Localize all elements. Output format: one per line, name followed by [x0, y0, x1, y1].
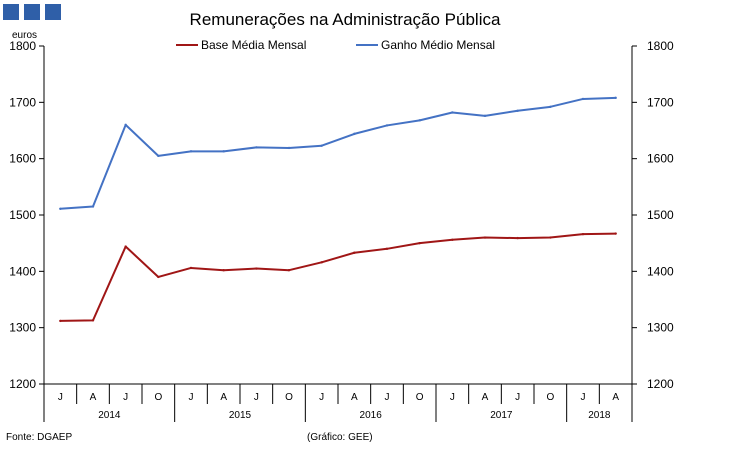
series-point-1	[287, 146, 291, 150]
year-label: 2018	[588, 410, 611, 421]
series-point-0	[353, 251, 356, 254]
series-point-1	[320, 144, 323, 147]
x-category-label: A	[612, 392, 619, 403]
left-y-tick-label: 1300	[9, 321, 36, 335]
series-point-1	[451, 111, 454, 114]
x-category-label: O	[546, 392, 554, 403]
year-label: 2015	[229, 410, 252, 421]
x-category-label: J	[123, 392, 128, 403]
series-point-0	[418, 241, 421, 245]
x-category-label: J	[319, 392, 324, 403]
series-point-1	[124, 123, 127, 127]
logo-icon	[3, 4, 61, 20]
series-point-0	[483, 236, 487, 239]
series-point-1	[418, 119, 421, 122]
series-point-0	[59, 319, 62, 323]
year-label: 2017	[490, 410, 513, 421]
series-point-1	[189, 150, 193, 153]
series-point-1	[353, 132, 356, 136]
series-point-0	[549, 236, 552, 239]
x-category-label: A	[482, 392, 489, 403]
left-y-tick-label: 1700	[9, 95, 36, 109]
series-point-1	[614, 96, 617, 100]
series-point-1	[91, 205, 95, 208]
x-category-label: O	[154, 392, 162, 403]
labels-layer: 1200 1300 1400 1500 1600 1700 1800 1200 1300 1400…	[9, 39, 674, 421]
series-point-0	[189, 266, 193, 270]
series-point-0	[385, 247, 389, 250]
year-label: 2014	[98, 410, 121, 421]
left-y-tick-label: 1500	[9, 208, 36, 222]
x-category-label: J	[450, 392, 455, 403]
series-point-0	[320, 261, 323, 264]
right-y-tick-label: 1800	[647, 39, 674, 53]
series-point-0	[222, 269, 225, 272]
axes-layer	[39, 45, 637, 422]
logo-square	[24, 4, 40, 20]
series-point-1	[385, 124, 389, 127]
legend: Base Média Mensal Ganho Médio Mensal	[176, 38, 495, 52]
series-line-0	[59, 232, 617, 322]
x-category-label: A	[220, 392, 227, 403]
series-point-0	[157, 275, 160, 279]
x-category-label: A	[90, 392, 97, 403]
series-point-1	[222, 150, 225, 153]
right-y-tick-label: 1300	[647, 321, 674, 335]
x-category-label: J	[58, 392, 63, 403]
chart-credit: (Gráfico: GEE)	[307, 432, 373, 443]
right-y-tick-label: 1200	[647, 377, 674, 391]
x-category-label: J	[189, 392, 194, 403]
series-point-0	[581, 232, 585, 236]
series-point-1	[157, 154, 160, 158]
legend-base-label: Base Média Mensal	[201, 38, 306, 52]
series-point-0	[614, 232, 617, 235]
y-axis-label: euros	[12, 30, 37, 41]
year-label: 2016	[360, 410, 383, 421]
x-category-label: O	[285, 392, 293, 403]
right-y-tick-label: 1600	[647, 152, 674, 166]
series-point-1	[581, 97, 585, 101]
x-category-label: J	[254, 392, 259, 403]
right-y-tick-label: 1700	[647, 95, 674, 109]
series-line-1	[59, 96, 617, 210]
left-y-tick-label: 1400	[9, 264, 36, 278]
series-point-0	[124, 245, 127, 248]
right-y-tick-label: 1400	[647, 264, 674, 278]
series-point-0	[516, 236, 519, 240]
series-point-1	[255, 146, 258, 149]
chart-title: Remunerações na Administração Pública	[190, 10, 501, 29]
left-y-tick-label: 1600	[9, 152, 36, 166]
series-point-0	[451, 238, 454, 241]
series-point-0	[255, 267, 258, 270]
legend-ganho-label: Ganho Médio Mensal	[381, 38, 495, 52]
logo-square	[3, 4, 19, 20]
series-point-1	[516, 109, 519, 112]
x-category-label: J	[581, 392, 586, 403]
right-y-tick-label: 1500	[647, 208, 674, 222]
left-y-tick-label: 1800	[9, 39, 36, 53]
x-category-label: O	[416, 392, 424, 403]
x-category-label: J	[385, 392, 390, 403]
series-point-1	[59, 207, 62, 211]
source-note: Fonte: DGAEP	[6, 432, 72, 443]
series-layer	[59, 96, 617, 323]
logo-square	[45, 4, 61, 20]
x-category-label: A	[351, 392, 358, 403]
series-point-0	[287, 269, 291, 272]
series-point-0	[91, 319, 95, 322]
x-category-label: J	[515, 392, 520, 403]
left-y-tick-label: 1200	[9, 377, 36, 391]
series-point-1	[549, 105, 552, 109]
series-point-1	[483, 114, 487, 118]
